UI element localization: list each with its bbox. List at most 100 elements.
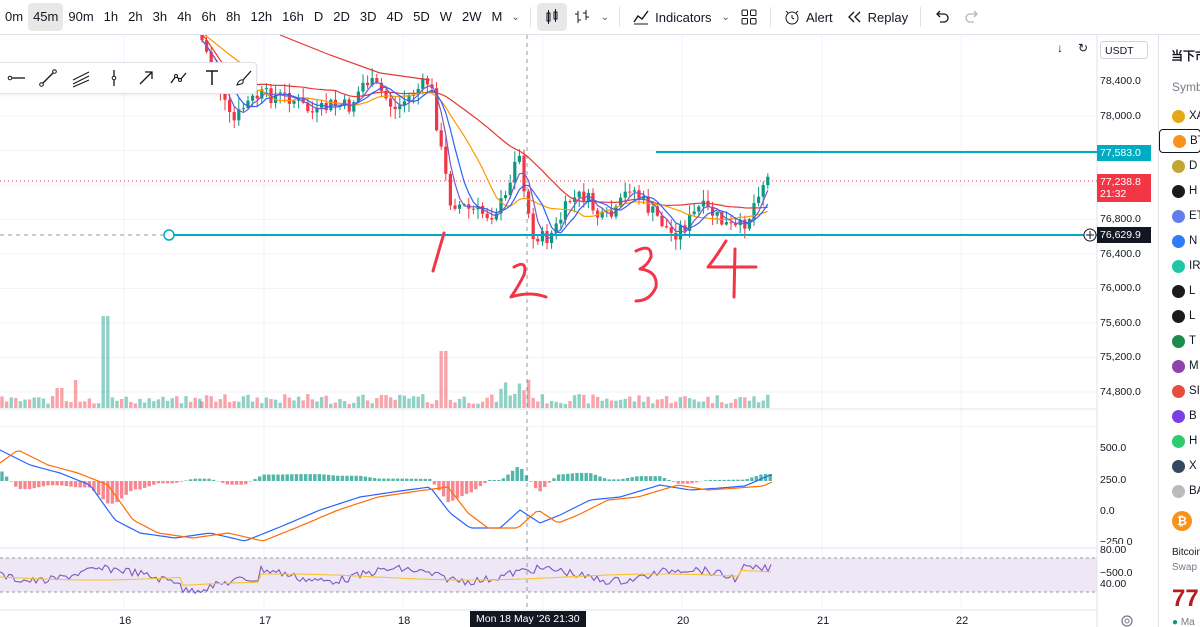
macd-histogram-bar (538, 481, 542, 492)
volume-bar (209, 396, 213, 408)
crosshair-price-marker[interactable] (1083, 228, 1097, 242)
candles-chart-type-button[interactable] (536, 3, 567, 31)
horizontal-line-tool-icon[interactable] (4, 66, 28, 90)
macd-histogram-bar (198, 478, 202, 481)
parallel-channel-tool-icon[interactable] (69, 66, 93, 90)
timeframe-8h[interactable]: 8h (226, 9, 241, 24)
candle-body (577, 191, 581, 198)
text-tool-icon[interactable] (200, 66, 224, 90)
watchlist-row[interactable]: L (1159, 279, 1200, 303)
hline-anchor-handle[interactable] (163, 229, 175, 241)
timeframe-45m[interactable]: 45m (28, 3, 64, 31)
volume-bar (365, 400, 370, 408)
volume-bar (46, 403, 50, 408)
macd-histogram-bar (101, 481, 105, 500)
volume-bar (147, 398, 151, 408)
macd-histogram-bar (41, 481, 46, 487)
bar-chart-type-button[interactable] (567, 3, 597, 31)
watchlist-row[interactable]: X (1159, 454, 1200, 478)
timeframe-3h[interactable]: 3h (152, 9, 168, 24)
macd-histogram-bar (487, 480, 492, 481)
rsi-label-80: 80.00 (1100, 544, 1127, 556)
timeframe-W[interactable]: W (439, 9, 453, 24)
volume-bar (232, 401, 236, 408)
arrow-tool-icon[interactable] (135, 66, 159, 90)
watchlist-row[interactable]: ET (1159, 204, 1200, 228)
indicators-dropdown-chevron-icon[interactable]: ⌄ (721, 11, 730, 23)
price-chart[interactable] (0, 35, 1158, 627)
layouts-button[interactable] (734, 3, 764, 31)
timeframe-1h[interactable]: 1h (103, 9, 119, 24)
volume-bar (485, 397, 489, 408)
alert-price-tag[interactable]: 77,583.0 (1097, 145, 1151, 161)
timeframe-M[interactable]: M (491, 9, 503, 24)
candle-body (283, 92, 287, 94)
macd-histogram-bar (0, 471, 4, 481)
watchlist-row[interactable]: M (1159, 354, 1200, 378)
path-tool-icon[interactable] (167, 66, 191, 90)
timeframe-dropdown-chevron-icon[interactable]: ⌄ (511, 11, 520, 23)
macd-histogram-bar (543, 481, 547, 487)
timeframe-D[interactable]: D (313, 9, 324, 24)
candle-body (306, 102, 310, 112)
timeframe-4h[interactable]: 4h (177, 9, 192, 24)
volume-bar (499, 388, 503, 408)
timeframe-16h[interactable]: 16h (282, 9, 304, 24)
brush-tool-icon[interactable] (232, 66, 256, 90)
macd-histogram-bar (60, 481, 64, 486)
watchlist-row[interactable]: T (1159, 329, 1200, 353)
candlestick-icon (546, 9, 558, 24)
indicators-button[interactable]: Indicators (626, 3, 717, 31)
settings-gear-icon[interactable] (1121, 615, 1133, 627)
currency-select[interactable]: USDT (1100, 41, 1148, 59)
undo-button[interactable] (927, 3, 957, 31)
watchlist-row[interactable]: H (1159, 179, 1200, 203)
macd-histogram-bar (32, 481, 36, 489)
macd-histogram-bar (428, 478, 432, 481)
volume-bar (614, 400, 618, 408)
watchlist-row[interactable]: N (1159, 229, 1200, 253)
timeframe-5D[interactable]: 5D (413, 9, 430, 24)
watchlist-row[interactable]: XA (1159, 104, 1200, 128)
time-label-21: 21 (817, 615, 830, 627)
macd-histogram-bar (147, 481, 151, 487)
timeframe-2D[interactable]: 2D (333, 9, 350, 24)
scroll-to-latest-arrow-icon[interactable]: ↓ (1057, 41, 1063, 55)
volume-bar (651, 403, 655, 408)
macd-label-250: 250.0 (1100, 474, 1127, 486)
timeframe-2h[interactable]: 2h (128, 9, 143, 24)
watchlist-row[interactable]: BA (1159, 479, 1200, 503)
timeframe-90m[interactable]: 90m (68, 9, 94, 24)
reset-chart-icon[interactable]: ↻ (1078, 41, 1089, 55)
candle-body (586, 192, 590, 201)
timeframe-6h[interactable]: 6h (201, 9, 216, 24)
redo-button[interactable] (957, 3, 987, 31)
candle-body (297, 98, 301, 101)
crosshair-price-tag: 76,629.9 (1097, 227, 1151, 243)
chart-type-dropdown-chevron-icon[interactable]: ⌄ (600, 11, 610, 23)
macd-histogram-bar (598, 476, 602, 481)
macd-histogram-bar (9, 481, 13, 482)
timeframe-2W[interactable]: 2W (462, 9, 482, 24)
replay-button[interactable]: Replay (839, 3, 914, 31)
watchlist-row[interactable]: H (1159, 429, 1200, 453)
watchlist-row[interactable]: B (1159, 404, 1200, 428)
macd-histogram-bar (694, 481, 699, 483)
macd-histogram-bar (170, 481, 174, 484)
timeframe-12h[interactable]: 12h (250, 9, 273, 24)
timeframe-4D[interactable]: 4D (386, 9, 404, 24)
watchlist-row[interactable]: BT (1159, 129, 1200, 153)
macd-histogram-bar (423, 478, 427, 481)
macd-histogram-bar (648, 476, 653, 481)
watchlist-row[interactable]: L (1159, 304, 1200, 328)
timeframe-3D[interactable]: 3D (359, 9, 377, 24)
vertical-line-tool-icon[interactable] (102, 66, 126, 90)
trend-line-tool-icon[interactable] (37, 66, 61, 90)
watchlist-row[interactable]: IR (1159, 254, 1200, 278)
watchlist-row[interactable]: D (1159, 154, 1200, 178)
alert-button[interactable]: Alert (777, 3, 839, 31)
watchlist-row[interactable]: SI (1159, 379, 1200, 403)
alarm-clock-icon (785, 10, 799, 25)
timeframe-0m[interactable]: 0m (5, 9, 24, 24)
macd-histogram-bar (667, 479, 671, 481)
